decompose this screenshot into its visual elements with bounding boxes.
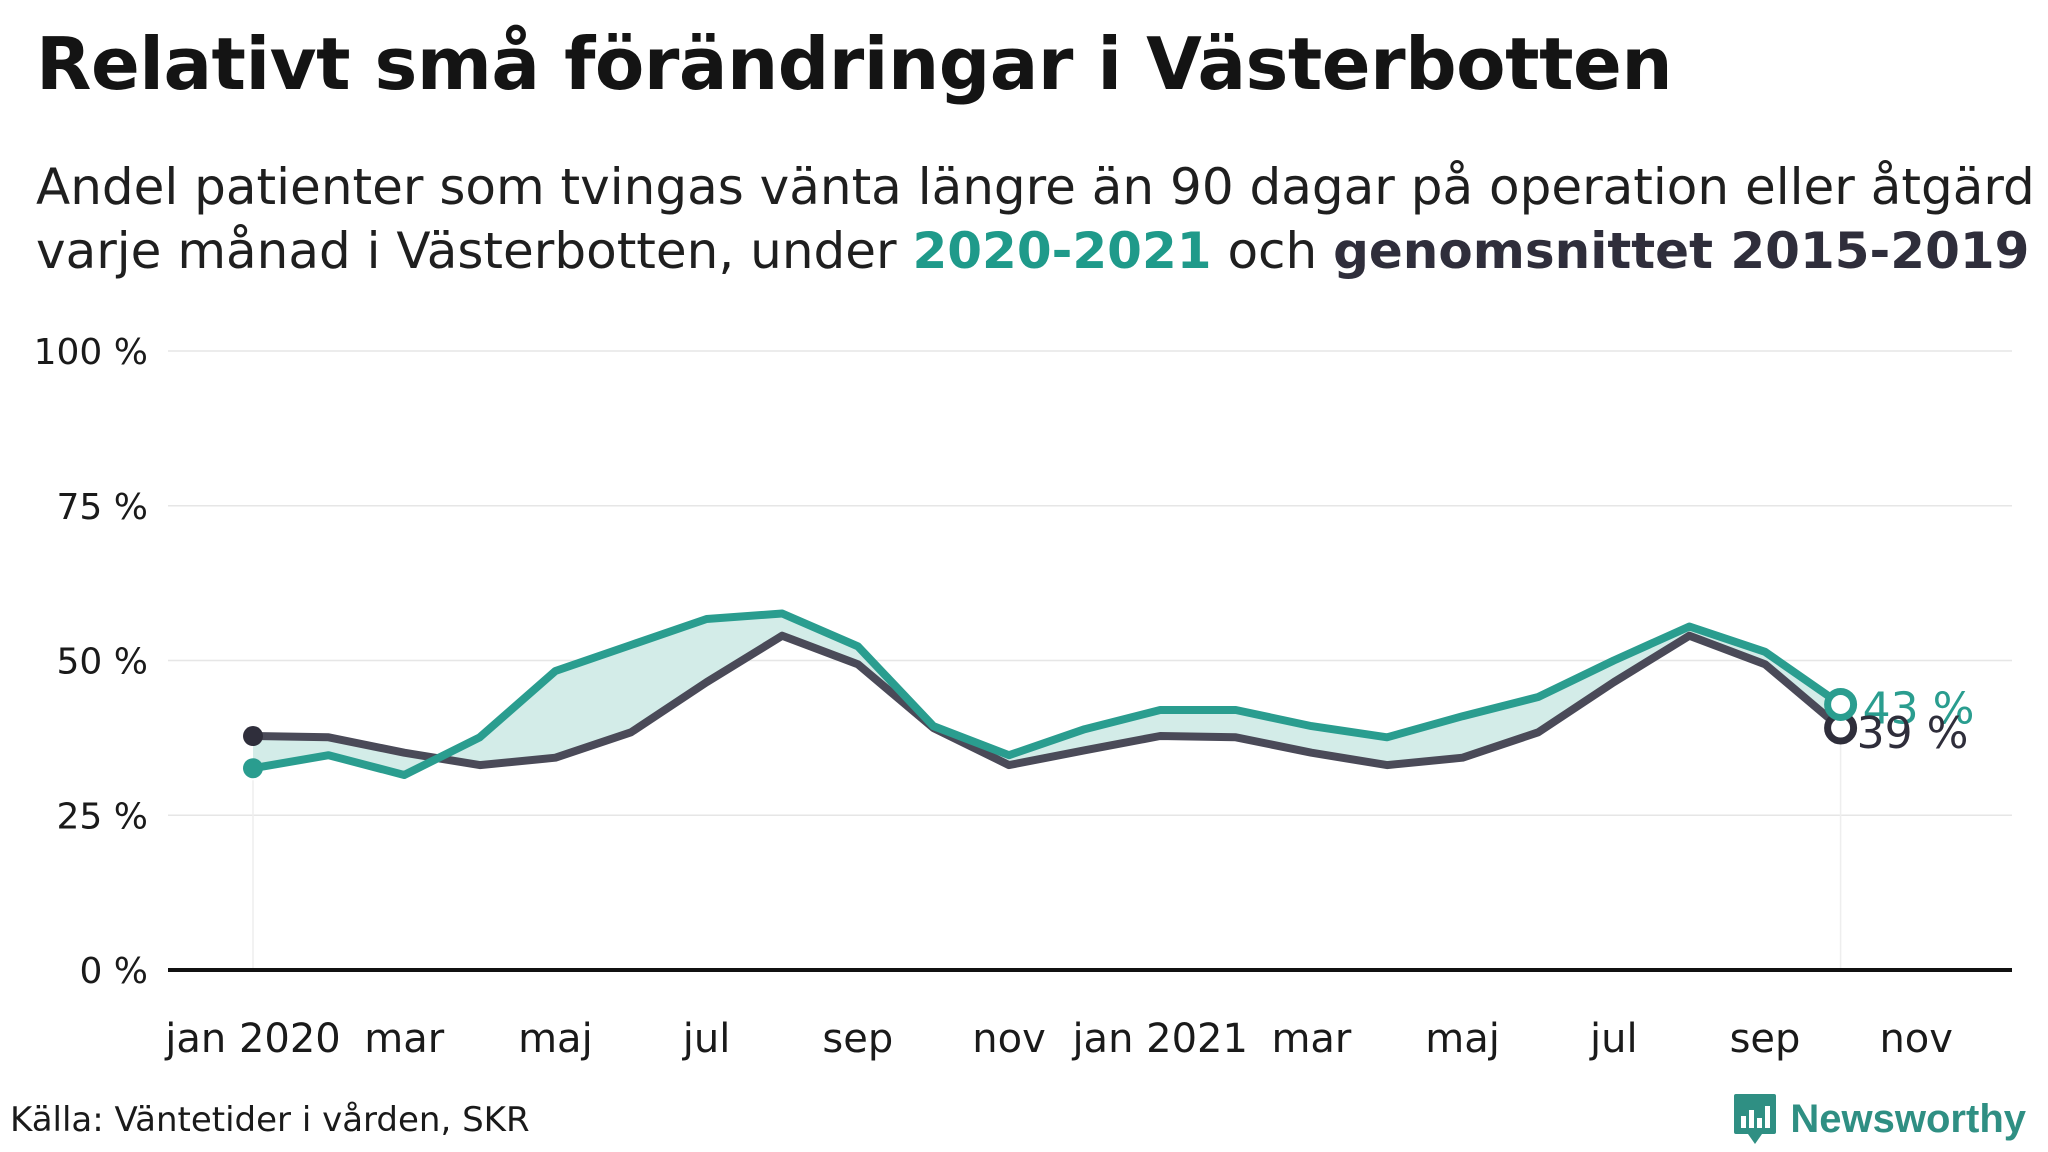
y-tick-label: 100 % — [34, 332, 148, 373]
x-tick-label: mar — [364, 1016, 444, 1062]
chart-subtitle: Andel patienter som tvingas vänta längre… — [36, 155, 2035, 283]
chart-title: Relativt små förändringar i Västerbotten — [36, 22, 1673, 106]
end-marker-2020-2021 — [1824, 687, 1858, 721]
end-label-average: 39 % — [1857, 708, 1969, 759]
average-line — [249, 631, 1845, 770]
difference-area-layer — [253, 613, 1841, 775]
y-tick-label: 75 % — [57, 487, 148, 528]
x-tick-label: nov — [972, 1016, 1046, 1062]
bar-chart-logo-icon — [1734, 1094, 1777, 1144]
x-tick-label: sep — [822, 1016, 893, 1062]
x-tick-label: maj — [518, 1016, 593, 1062]
subtitle-mid: och — [1211, 222, 1334, 280]
point-average — [243, 726, 263, 747]
subtitle-prefix: varje månad i Västerbotten, under — [36, 222, 913, 280]
newsworthy-logo: Newsworthy — [1732, 1092, 2026, 1146]
line-2020-2021 — [249, 609, 1845, 779]
difference-area — [253, 613, 1841, 775]
x-tick-label: mar — [1271, 1016, 1351, 1062]
x-tick-label: jan 2021 — [1071, 1016, 1248, 1062]
series-line-layer — [249, 609, 1845, 779]
marker-layer — [243, 687, 1858, 779]
subtitle-highlight-2020-2021: 2020-2021 — [912, 222, 1212, 280]
label-layer: 100 % 75 % 50 % 25 % 0 % jan 2020 mar maj jul sep… — [34, 332, 1975, 1062]
brand-name: Newsworthy — [1790, 1096, 2026, 1141]
subtitle-highlight-average: genomsnittet 2015-2019 — [1333, 222, 2030, 280]
x-tick-label: jul — [1589, 1016, 1638, 1062]
y-tick-label: 50 % — [57, 642, 148, 683]
x-tick-label: sep — [1730, 1016, 1801, 1062]
grid-layer — [168, 350, 2012, 972]
x-tick-label: jan 2020 — [164, 1016, 341, 1062]
source-note: Källa: Väntetider i vården, SKR — [10, 1100, 530, 1140]
point-2020-2021 — [243, 758, 263, 779]
y-tick-label: 25 % — [57, 796, 148, 837]
subtitle-line-1: Andel patienter som tvingas vänta längre… — [36, 158, 2035, 216]
x-tick-label: maj — [1425, 1016, 1500, 1062]
end-label-2020-2021: 43 % — [1863, 683, 1975, 734]
y-tick-label: 0 % — [79, 951, 148, 992]
x-tick-label: jul — [682, 1016, 731, 1062]
x-tick-label: nov — [1879, 1016, 1953, 1062]
subtitle-line-2: varje månad i Västerbotten, under 2020-2… — [36, 219, 2035, 283]
